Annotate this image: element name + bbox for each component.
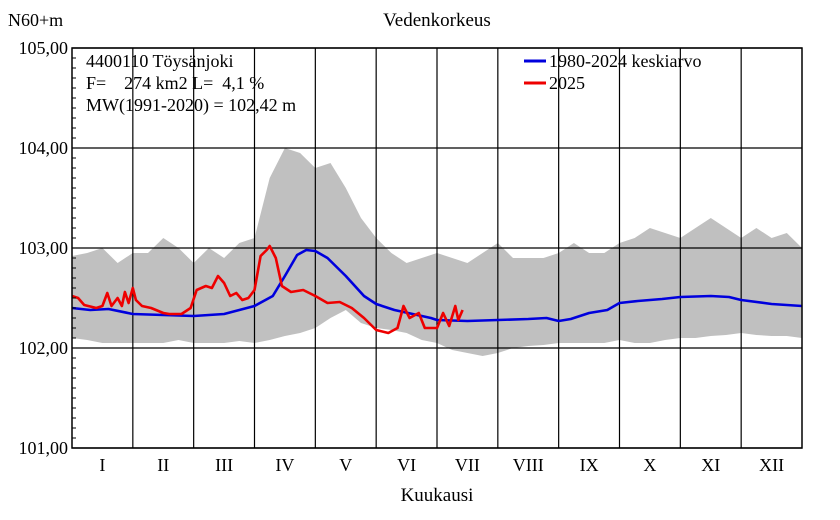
legend-label-mean: 1980-2024 keskiarvo (549, 51, 701, 71)
series-line-0 (71, 248, 803, 323)
x-axis-label: Kuukausi (401, 485, 474, 506)
station-info: 4400110 Töysänjoki F= 274 km2 L= 4,1 % M… (86, 51, 296, 116)
month-label-X: X (643, 455, 656, 475)
info-line-3: MW(1991-2020) = 102,42 m (86, 95, 296, 116)
month-label-VI: VI (397, 455, 416, 475)
legend: 1980-2024 keskiarvo 2025 (524, 51, 701, 93)
month-label-XI: XI (701, 455, 720, 475)
y-tick-label-0: 101,00 (19, 438, 69, 458)
y-tick-layer: 101,00 102,00 103,00 104,00 105,00 (19, 38, 76, 458)
y-tick-label-2: 103,00 (19, 238, 69, 258)
info-line-2: F= 274 km2 L= 4,1 % (86, 73, 264, 93)
y-tick-label-4: 105,00 (19, 38, 69, 58)
month-label-layer: I II III IV V VI VII VIII IX X XI XII (99, 455, 784, 475)
month-label-III: III (215, 455, 233, 475)
month-label-V: V (339, 455, 352, 475)
y-axis-label: N60+m (8, 10, 63, 30)
month-label-VIII: VIII (513, 455, 544, 475)
info-line-1: 4400110 Töysänjoki (86, 51, 234, 71)
plot-frame (71, 47, 803, 449)
legend-label-2025: 2025 (549, 73, 585, 93)
y-tick-label-3: 104,00 (19, 138, 69, 158)
month-label-IX: IX (580, 455, 599, 475)
series-line-1 (71, 244, 464, 335)
chart-title: Vedenkorkeus (383, 10, 491, 31)
series-layer (71, 244, 803, 335)
month-label-XII: XII (759, 455, 784, 475)
month-label-I: I (99, 455, 105, 475)
month-label-II: II (157, 455, 169, 475)
month-label-IV: IV (275, 455, 294, 475)
month-label-VII: VII (455, 455, 480, 475)
y-tick-label-1: 102,00 (19, 338, 69, 358)
